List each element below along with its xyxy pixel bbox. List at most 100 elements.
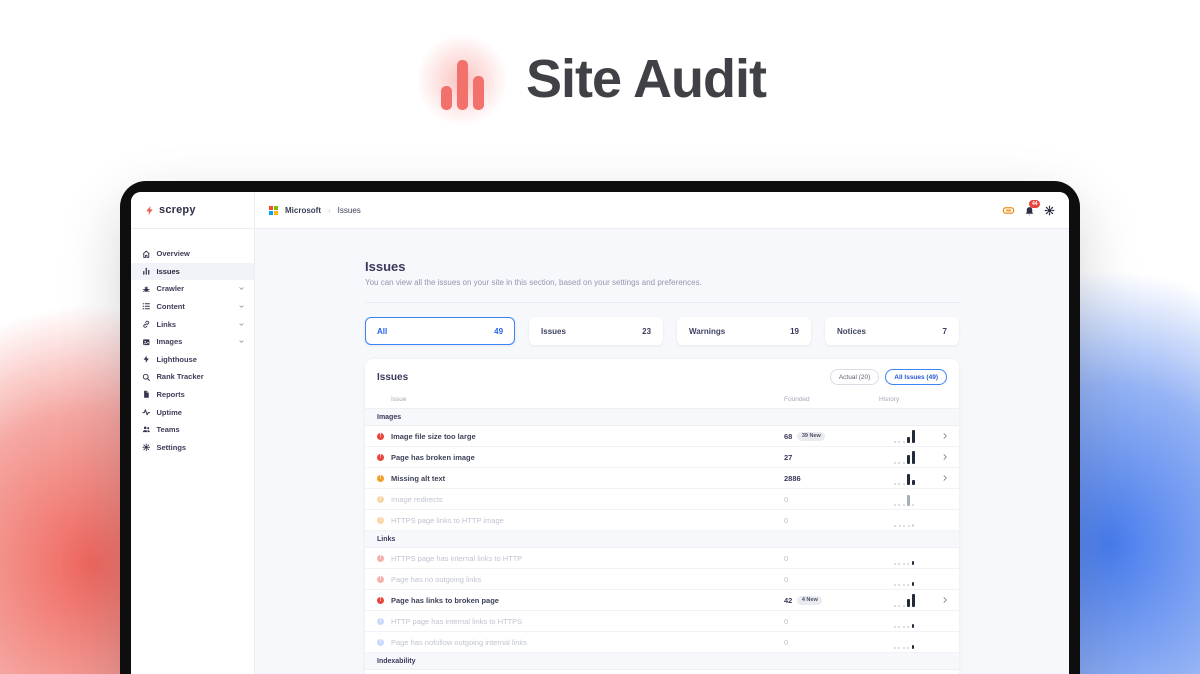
history-dot [902, 563, 905, 565]
bug-icon [142, 285, 151, 294]
history-sparkline [879, 614, 929, 628]
bar-chart-icon [142, 267, 151, 276]
filter-count: 23 [642, 326, 652, 336]
chevron-right-icon[interactable] [929, 432, 949, 440]
logo-bar [472, 76, 484, 110]
filter-label: Warnings [689, 326, 726, 336]
filter-card-notices[interactable]: Notices 7 [825, 317, 959, 345]
list-icon [142, 302, 151, 311]
history-dot [902, 462, 905, 464]
issue-row[interactable]: ! Page has nofollow outgoing internal lin… [365, 632, 959, 653]
history-dot [907, 626, 910, 628]
issue-row[interactable]: ! HTTP page has internal links to HTTPS 0 [365, 611, 959, 632]
breadcrumb-current: Issues [337, 205, 361, 215]
history-dot [912, 504, 915, 506]
founded-cell: 0 [784, 515, 789, 525]
history-dot [912, 524, 914, 527]
column-history: History [879, 396, 900, 403]
issue-row[interactable]: ! Page has links to broken page 42 4 New [365, 590, 959, 611]
notification-count-badge: 44 [1029, 199, 1040, 208]
notifications-bell-icon[interactable]: 44 [1024, 199, 1040, 216]
main-area: Issues You can view all the issues on yo… [255, 229, 1069, 674]
issue-row[interactable]: ! HTTPS page has internal links to HTTP 0 [365, 548, 959, 569]
sidebar-item-issues[interactable]: Issues [131, 262, 254, 281]
history-dot [907, 563, 910, 565]
sidebar-item-crawler[interactable]: Crawler [131, 280, 254, 298]
issue-row[interactable]: ! Missing alt text 2886 [365, 468, 959, 489]
filter-label: Notices [837, 326, 866, 336]
severity-error-icon: ! [377, 596, 384, 604]
chevron-down-icon [238, 338, 245, 345]
issue-row[interactable]: ! Page has broken image 27 [365, 447, 959, 468]
sidebar-item-images[interactable]: Images [131, 333, 254, 351]
history-dot [893, 483, 896, 485]
history-bar [907, 495, 910, 506]
hero: Site Audit [0, 16, 1200, 144]
sidebar-item-uptime[interactable]: Uptime [131, 403, 254, 421]
issue-row[interactable]: ! HTTPS page links to HTTP image 0 [365, 510, 959, 531]
sidebar-item-label: Crawler [156, 284, 185, 294]
screpy-logo[interactable]: screpy [131, 192, 255, 228]
history-dot [907, 584, 910, 586]
filter-count: 49 [494, 326, 504, 336]
severity-warning-icon: ! [377, 516, 384, 524]
severity-warning-icon: ! [377, 474, 384, 482]
sidebar-item-lighthouse[interactable]: Lighthouse [131, 351, 254, 369]
sidebar-item-settings[interactable]: Settings [131, 439, 254, 457]
sidebar-item-content[interactable]: Content [131, 298, 254, 316]
issue-name: Missing alt text [391, 473, 446, 483]
breadcrumb-project[interactable]: Microsoft [285, 205, 321, 215]
sidebar-item-links[interactable]: Links [131, 315, 254, 333]
filter-card-issues[interactable]: Issues 23 [529, 317, 664, 345]
history-dot [898, 647, 901, 649]
column-founded: Founded [784, 396, 810, 403]
page-title: Site Audit [526, 49, 767, 109]
table-column-headers: Issue Founded History [365, 394, 959, 409]
sidebar-item-label: Lighthouse [156, 354, 197, 364]
history-bar [911, 624, 915, 628]
history-dot [903, 525, 905, 527]
founded-cell: 0 [784, 574, 789, 584]
chevron-right-icon[interactable] [929, 453, 949, 461]
history-dot [902, 647, 905, 649]
founded-cell: 0 [784, 637, 789, 647]
sidebar-item-label: Rank Tracker [156, 372, 204, 382]
plan-badge-icon[interactable] [1002, 205, 1015, 216]
history-dot [893, 626, 896, 628]
history-bar [911, 582, 915, 586]
divider [365, 302, 959, 303]
sidebar-item-overview[interactable]: Overview [131, 245, 254, 263]
filter-card-all[interactable]: All 49 [365, 317, 516, 345]
history-dot [898, 584, 901, 586]
issue-row[interactable]: !Canonical points to redirect0 [365, 670, 959, 674]
founded-cell: 2886 [784, 473, 801, 483]
section-subheading: You can view all the issues on your site… [365, 278, 702, 287]
history-dot [902, 441, 905, 443]
chevron-right-icon[interactable] [929, 474, 949, 482]
search-icon [142, 373, 151, 382]
section-heading: Issues [365, 259, 406, 274]
founded-cell: 0 [784, 553, 789, 563]
sidebar-item-teams[interactable]: Teams [131, 421, 254, 439]
history-dot [898, 483, 900, 485]
breadcrumb: Microsoft › Issues [255, 192, 1002, 228]
chevron-right-icon[interactable] [929, 596, 949, 604]
sidebar-item-reports[interactable]: Reports [131, 386, 254, 404]
issue-row[interactable]: ! Image file size too large 68 39 New [365, 426, 959, 447]
sidebar-item-rank-tracker[interactable]: Rank Tracker [131, 368, 254, 386]
history-dot [902, 584, 905, 586]
actual-button[interactable]: Actual (20) [829, 369, 880, 385]
filter-card-warnings[interactable]: Warnings 19 [677, 317, 812, 345]
history-dot [898, 504, 901, 506]
issue-row[interactable]: ! Image redirects 0 [365, 489, 959, 510]
issue-row[interactable]: ! Page has no outgoing links 0 [365, 569, 959, 590]
gear-icon[interactable] [1044, 205, 1055, 216]
severity-error-icon: ! [377, 554, 384, 562]
severity-error-icon: ! [377, 575, 384, 583]
group-header-links: Links [365, 531, 959, 548]
microsoft-logo-icon [269, 205, 278, 215]
history-sparkline [879, 635, 929, 649]
founded-cell: 42 4 New [784, 595, 879, 605]
all-issues-button[interactable]: All Issues (49) [885, 369, 947, 385]
